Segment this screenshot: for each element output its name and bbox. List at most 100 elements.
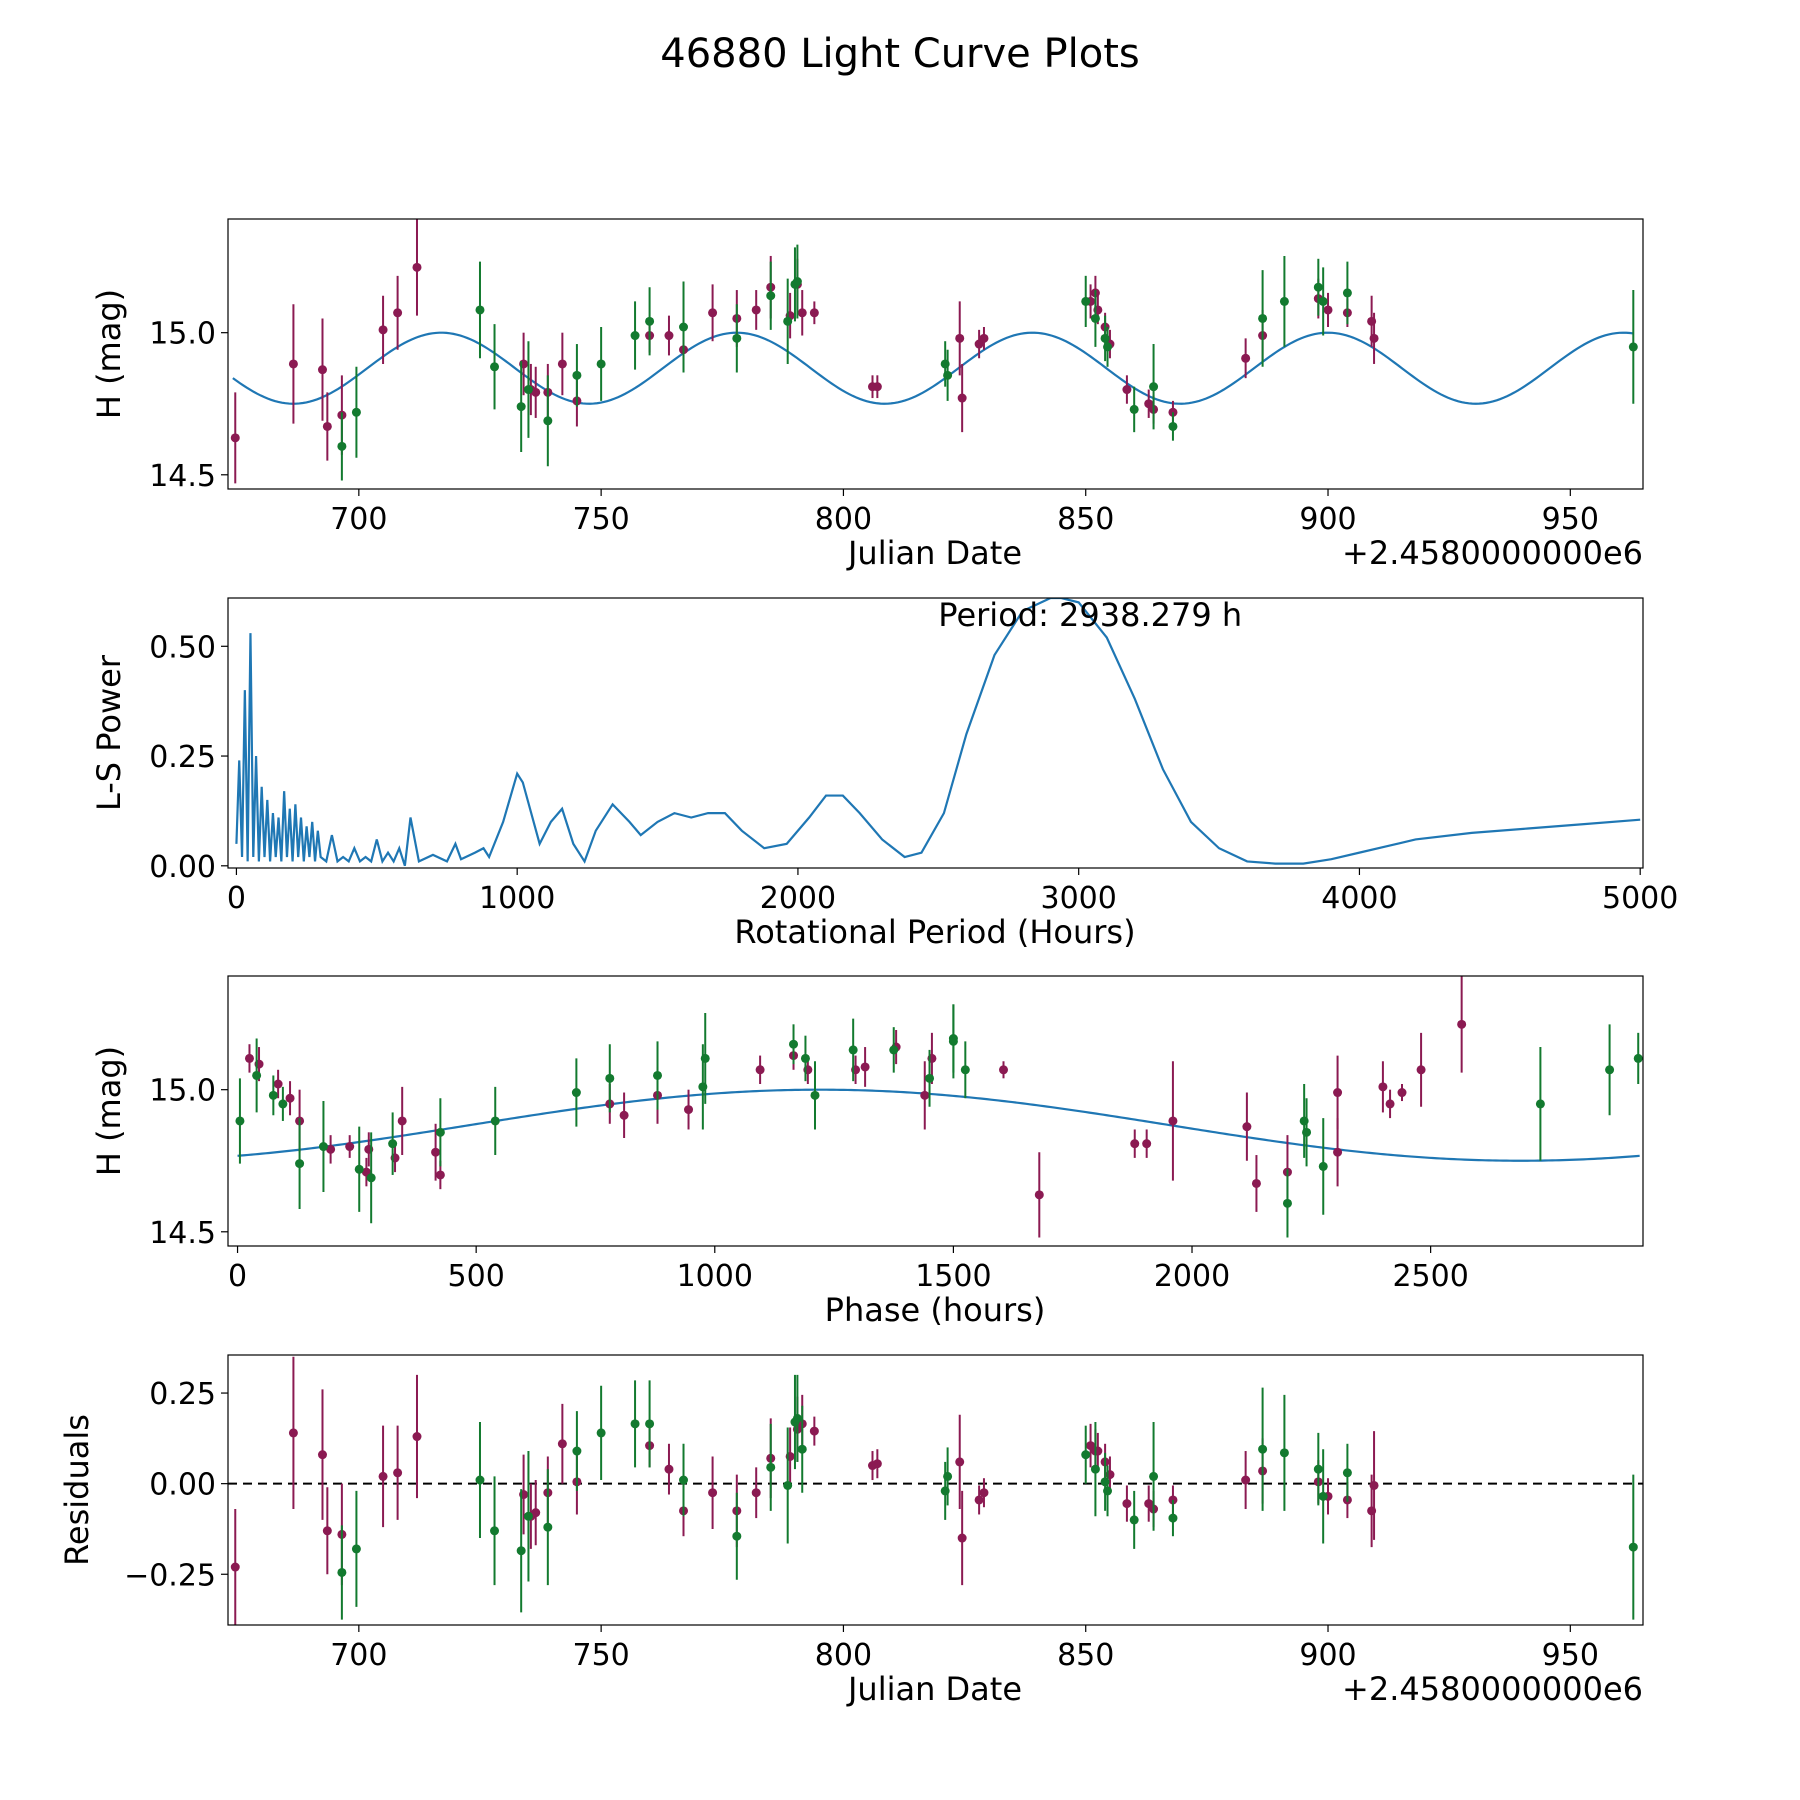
data-point	[1318, 1491, 1328, 1501]
data-point	[797, 1444, 807, 1454]
data-point	[1369, 333, 1379, 343]
data-point	[1168, 421, 1178, 431]
y-tick-label: 0.50	[149, 630, 216, 665]
data-point	[475, 305, 485, 315]
y-tick-label: 15.0	[149, 1074, 216, 1109]
data-point	[1313, 282, 1323, 292]
data-point	[1241, 1475, 1251, 1485]
data-point	[596, 359, 606, 369]
data-point	[351, 407, 361, 417]
y-tick-label: −0.25	[124, 1558, 216, 1593]
x-tick-label: 500	[448, 1259, 505, 1294]
x-tick-label: 0	[228, 1259, 247, 1294]
data-point	[523, 1511, 533, 1521]
data-point	[955, 333, 965, 343]
model-curve	[237, 1088, 1640, 1162]
data-point	[1081, 1450, 1091, 1460]
data-point	[1090, 1464, 1100, 1474]
data-point	[295, 1159, 305, 1169]
x-tick-label: 1500	[915, 1259, 991, 1294]
x-tick-label: 800	[815, 1638, 872, 1673]
y-tick-label: 14.5	[149, 459, 216, 494]
data-point	[1318, 1161, 1328, 1171]
data-point	[268, 1090, 278, 1100]
data-point	[809, 1426, 819, 1436]
data-point	[378, 1471, 388, 1481]
data-point	[955, 1457, 965, 1467]
x-axis-label: Phase (hours)	[825, 1291, 1046, 1329]
data-point	[1149, 382, 1159, 392]
x-tick-label: 1000	[479, 881, 555, 916]
data-point	[1342, 1468, 1352, 1478]
data-point	[337, 1567, 347, 1577]
data-point	[1333, 1088, 1343, 1098]
data-point	[653, 1070, 663, 1080]
y-tick-label: 0.25	[149, 740, 216, 775]
data-point	[700, 1053, 710, 1063]
data-point	[920, 1090, 930, 1100]
y-axis-label: L-S Power	[90, 654, 128, 811]
data-point	[244, 1053, 254, 1063]
data-point	[1282, 1198, 1292, 1208]
data-point	[957, 1533, 967, 1543]
data-point	[490, 1116, 500, 1126]
data-point	[288, 1428, 298, 1438]
data-point	[732, 1531, 742, 1541]
data-point	[605, 1073, 615, 1083]
data-point	[1302, 1127, 1312, 1137]
data-point	[516, 1546, 526, 1556]
data-point	[783, 1480, 793, 1490]
data-point	[273, 1079, 283, 1089]
series-series_b	[337, 1374, 1638, 1620]
data-point	[1628, 342, 1638, 352]
x-tick-label: 1000	[677, 1259, 753, 1294]
x-tick-label: 4000	[1321, 881, 1397, 916]
data-point	[1323, 305, 1333, 315]
data-point	[974, 1495, 984, 1505]
data-point	[596, 1428, 606, 1438]
data-point	[872, 1459, 882, 1469]
data-point	[751, 305, 761, 315]
x-axis-label: Julian Date	[846, 1670, 1022, 1708]
data-point	[1130, 1139, 1140, 1149]
data-point	[490, 362, 500, 372]
data-point	[943, 370, 953, 380]
data-point	[317, 365, 327, 375]
data-point	[925, 1073, 935, 1083]
power-line	[235, 598, 1641, 867]
data-point	[957, 393, 967, 403]
x-axis-label: Rotational Period (Hours)	[734, 913, 1135, 951]
data-point	[1535, 1099, 1545, 1109]
data-point	[278, 1099, 288, 1109]
data-point	[751, 1488, 761, 1498]
x-tick-label: 800	[815, 502, 872, 537]
data-point	[664, 331, 674, 341]
data-point	[948, 1036, 958, 1046]
x-tick-label: 2000	[760, 881, 836, 916]
series-series_b	[337, 244, 1638, 481]
panel-periodogram: 0 1000 2000 3000 4000 5000 0.00 0.25 0.50 Rotatio…	[90, 596, 1678, 951]
data-point	[235, 1116, 245, 1126]
figure-title: 46880 Light Curve Plots	[660, 31, 1139, 77]
panel-lightcurve: 700 750 800 850 900 950 14.5 15.0 Julian Date H (…	[90, 218, 1644, 572]
data-point	[1103, 342, 1113, 352]
data-point	[322, 421, 332, 431]
data-point	[645, 316, 655, 326]
x-offset-label: +2.4580000000e6	[1342, 534, 1643, 572]
data-point	[1279, 1448, 1289, 1458]
data-point	[412, 1432, 422, 1442]
data-point	[337, 441, 347, 451]
data-point	[543, 1522, 553, 1532]
series-series_a	[230, 1356, 1379, 1625]
data-point	[230, 1562, 240, 1572]
y-axis-label: H (mag)	[90, 289, 128, 419]
data-point	[860, 1062, 870, 1072]
series-series_a	[244, 976, 1467, 1238]
data-point	[810, 1090, 820, 1100]
data-point	[679, 322, 689, 332]
data-point	[1258, 1444, 1268, 1454]
panel-phased: 0 500 1000 1500 2000 2500 14.5 15.0 Phase (hours…	[90, 975, 1644, 1329]
data-point	[435, 1127, 445, 1137]
data-point	[1168, 1116, 1178, 1126]
data-point	[797, 308, 807, 318]
